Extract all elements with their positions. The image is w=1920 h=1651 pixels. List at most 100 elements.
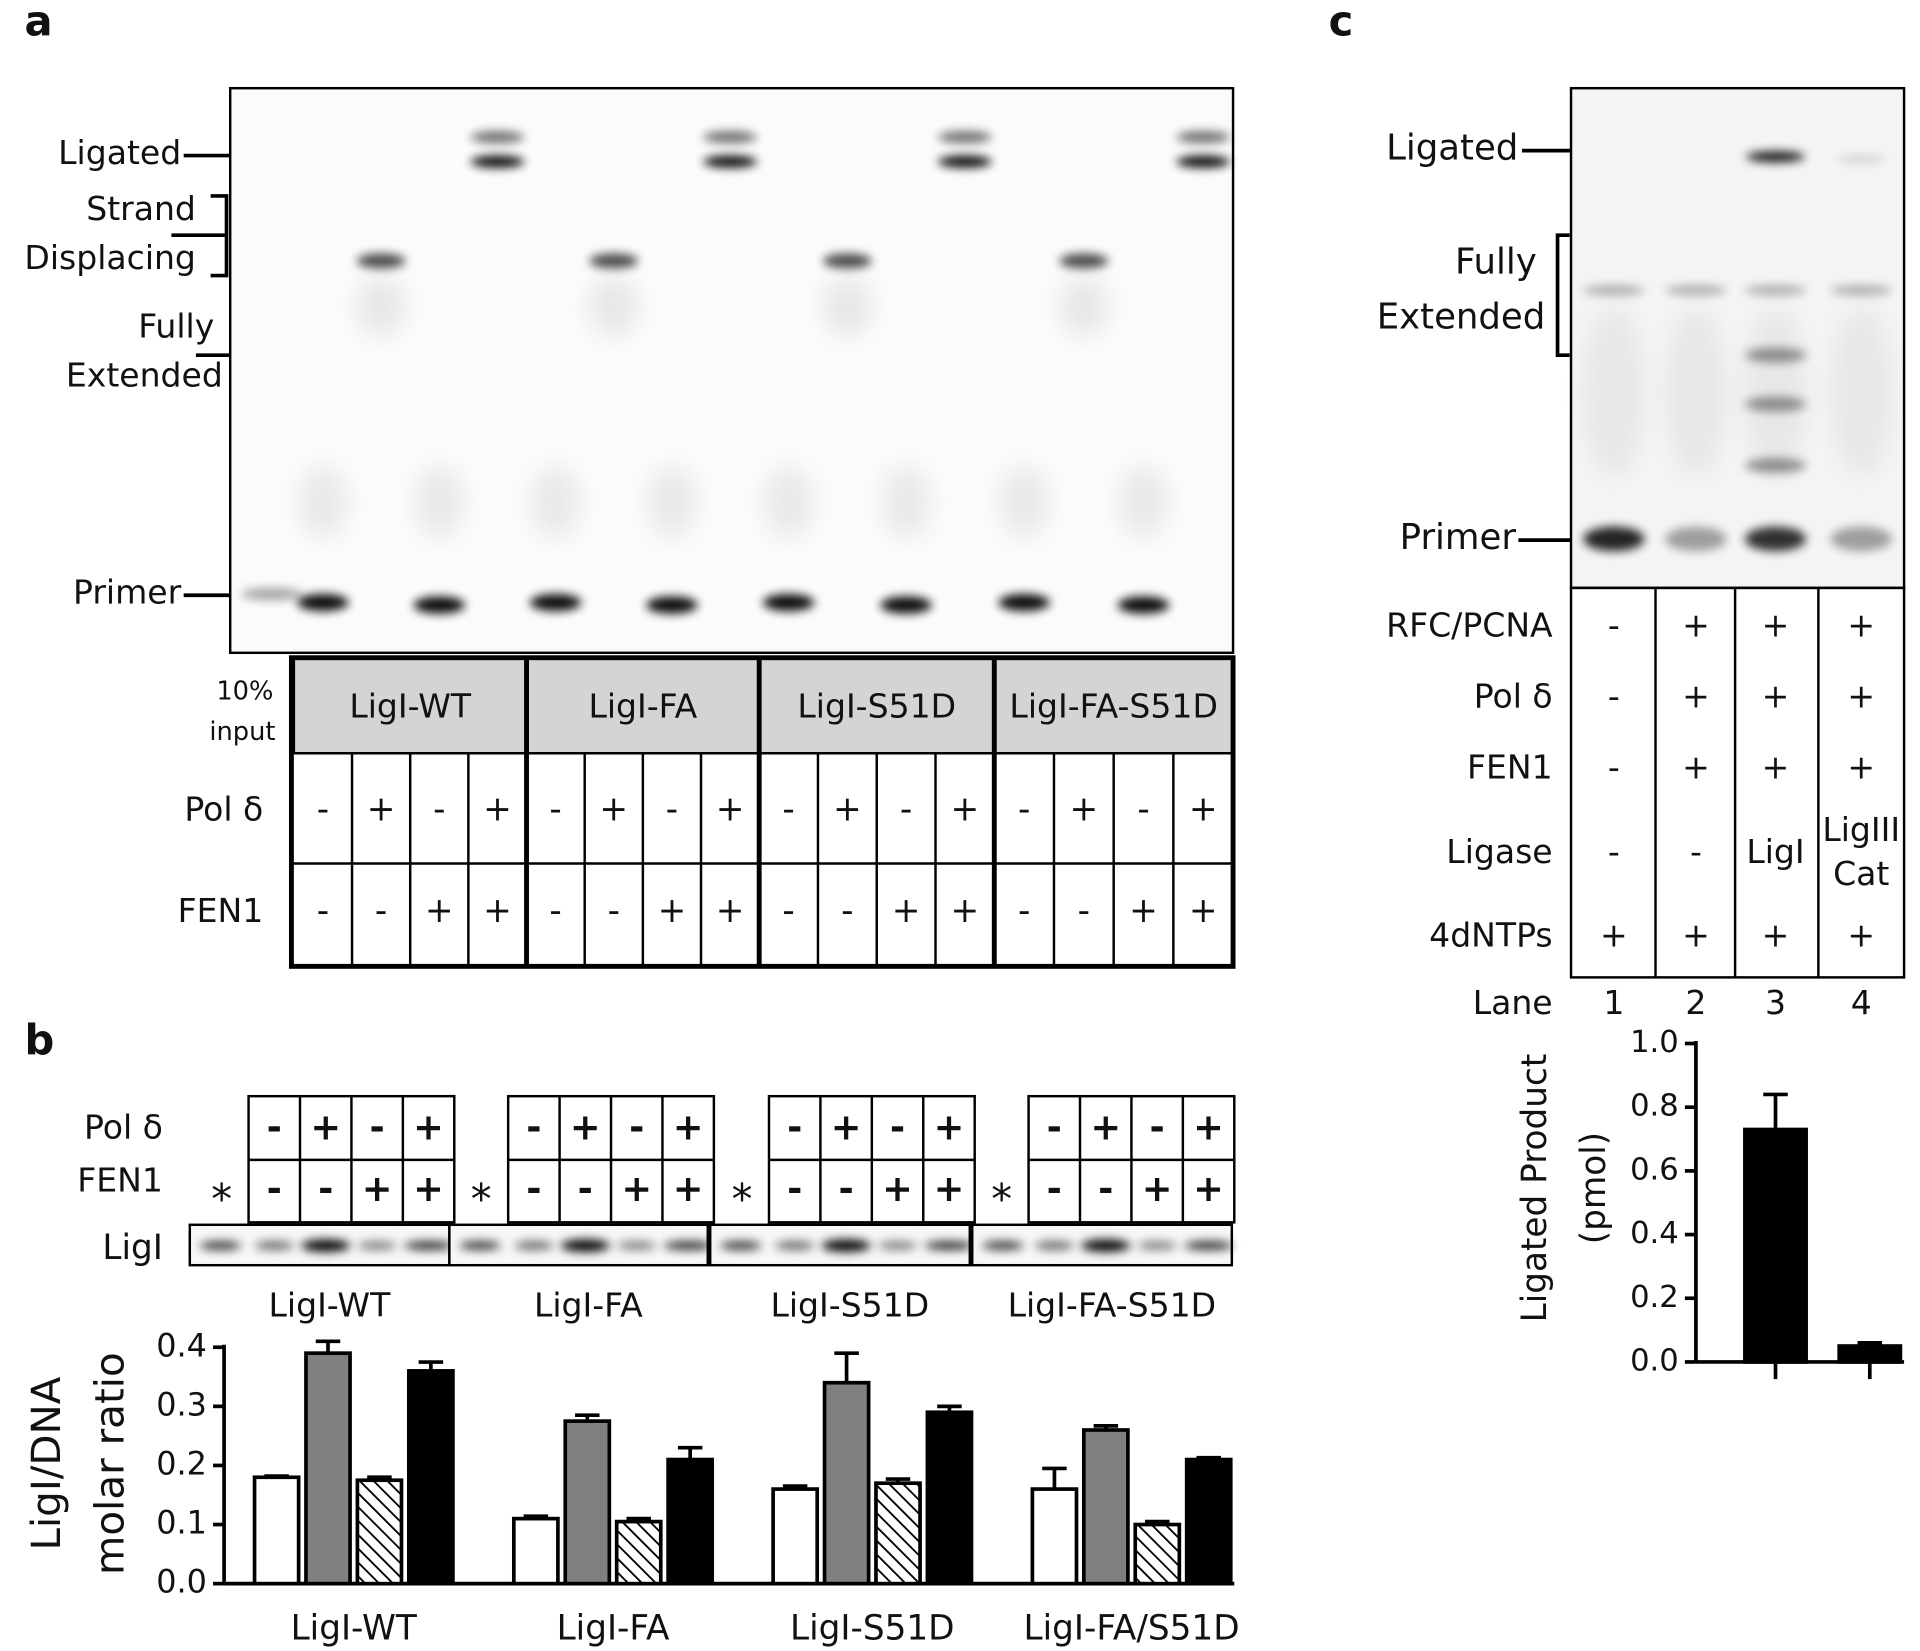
cell: + (1189, 789, 1218, 829)
cell: - (1608, 832, 1620, 871)
cell: + (716, 789, 745, 829)
cell: - (370, 1106, 385, 1149)
cell: - (782, 789, 794, 829)
y-tick-label: 0.2 (1630, 1280, 1679, 1315)
gel-smear (298, 465, 348, 539)
cell: - (1608, 748, 1620, 787)
group-label: LigI-FA-S51D (1008, 1285, 1216, 1324)
bar (406, 1369, 455, 1586)
gel-smear (1744, 306, 1807, 478)
y-axis-label: molar ratio (86, 1352, 134, 1575)
cell: + (1600, 915, 1628, 954)
table-border (288, 655, 1236, 969)
gel-band (762, 594, 815, 612)
cell: + (413, 1167, 444, 1210)
row-label: 4dNTPs (1429, 915, 1552, 954)
gel-band (1665, 285, 1727, 296)
y-axis-label: Ligated Product (1515, 1054, 1555, 1323)
blot-band (720, 1241, 762, 1250)
gel-a (228, 86, 1235, 655)
input-label: input (209, 717, 275, 747)
cell: + (1129, 891, 1158, 931)
blot-band (1034, 1241, 1074, 1250)
cell: + (882, 1167, 913, 1210)
cell: + (1193, 1106, 1224, 1149)
cell: - (1018, 891, 1030, 931)
x-tick-label: LigI-S51D (790, 1609, 955, 1649)
cell: - (375, 891, 387, 931)
band-label: Extended (1377, 296, 1546, 337)
group-label: LigI-WT (349, 686, 472, 725)
gel-band (297, 594, 349, 612)
row-label: Ligase (1446, 832, 1552, 871)
cell: + (362, 1167, 393, 1210)
cell: - (1150, 1106, 1165, 1149)
row-label: LigI (102, 1228, 162, 1268)
blot-band (254, 1241, 294, 1250)
gel-band (589, 253, 639, 269)
bar (614, 1519, 663, 1586)
gel-band (470, 131, 525, 144)
gel-band (937, 131, 992, 144)
bar (355, 1478, 404, 1586)
bar (1184, 1457, 1233, 1586)
cell: - (1018, 789, 1030, 829)
gel-band (937, 155, 992, 168)
asterisk: * (991, 1175, 1012, 1224)
cell: - (782, 891, 794, 931)
bar (1081, 1428, 1130, 1586)
gel-smear (1119, 465, 1169, 539)
cell: - (841, 891, 853, 931)
band-label: Displacing (24, 238, 196, 277)
group-label: LigI-FA (588, 686, 697, 725)
cell: + (1682, 677, 1710, 716)
blot-band (514, 1241, 554, 1250)
bar (252, 1475, 301, 1586)
cell: + (413, 1106, 444, 1149)
cell: + (1682, 748, 1710, 787)
cell: + (570, 1106, 601, 1149)
x-tick-label: LigI-FA/S51D (1024, 1609, 1240, 1649)
y-tick-label: 1.0 (1630, 1025, 1679, 1060)
group-header (757, 656, 996, 755)
gel-band (1836, 155, 1886, 163)
gel-band (703, 131, 758, 144)
blot-band (821, 1239, 871, 1252)
asterisk: * (471, 1175, 492, 1224)
cell: - (1047, 1106, 1062, 1149)
gel-band (880, 596, 932, 614)
cell: - (787, 1106, 802, 1149)
row-label: FEN1 (178, 891, 264, 930)
panel-label: c (1329, 0, 1354, 45)
band-label: Primer (73, 573, 182, 612)
gel-smear (1665, 306, 1727, 478)
blot-band (617, 1241, 657, 1250)
gel-band (822, 253, 872, 269)
cell: + (1090, 1106, 1121, 1149)
gel-smear (822, 275, 872, 337)
cell: + (1847, 606, 1875, 645)
cell: + (483, 891, 512, 931)
cell: - (787, 1167, 802, 1210)
lane-number: 4 (1851, 983, 1872, 1022)
band-label: Strand (86, 189, 196, 228)
gel-band (529, 594, 582, 612)
row-label: Pol δ (1474, 677, 1553, 716)
bracket (1555, 233, 1570, 358)
blot-band (1137, 1241, 1177, 1250)
cell: + (892, 891, 921, 931)
cell: + (1682, 606, 1710, 645)
cell: + (310, 1106, 341, 1149)
cell: - (317, 789, 329, 829)
cell: LigIII (1822, 810, 1900, 849)
cell: - (1098, 1167, 1113, 1210)
blot-band (663, 1241, 713, 1250)
cell: + (673, 1167, 704, 1210)
group-label: LigI-S51D (797, 686, 956, 725)
cell: + (1069, 789, 1098, 829)
y-tick-label: 0.1 (156, 1504, 207, 1542)
gel-band (470, 155, 525, 168)
cell: + (951, 891, 980, 931)
gel-smear (999, 465, 1049, 539)
cell: - (549, 789, 561, 829)
